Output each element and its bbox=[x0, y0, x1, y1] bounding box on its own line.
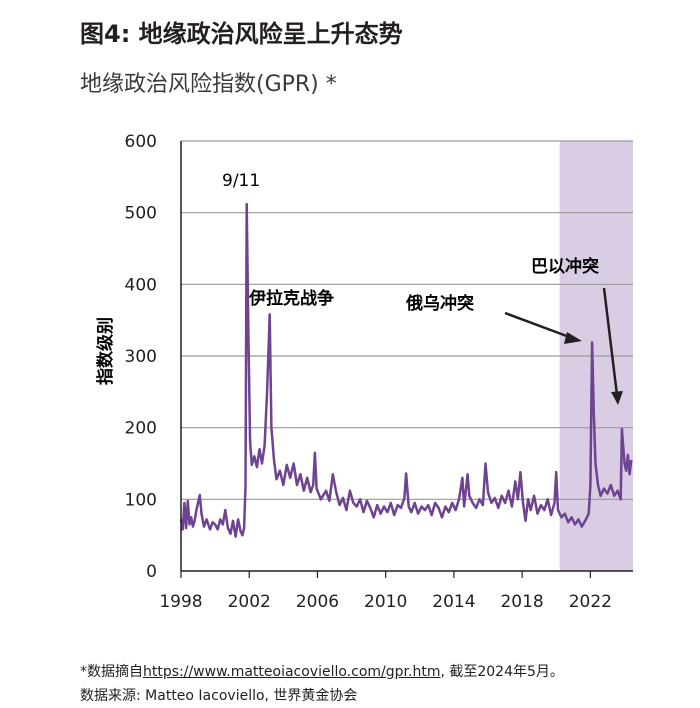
gpr-line-chart: 0 100 200 300 400 500 600 1998 2002 2006 2010 2014… bbox=[95, 132, 633, 612]
x-tick-label-2010: 2010 bbox=[364, 592, 407, 612]
gpr-series-line bbox=[179, 202, 633, 538]
y-tick-label-0: 0 bbox=[146, 562, 157, 582]
data-source: 数据来源: Matteo Iacoviello, 世界黄金协会 bbox=[80, 688, 358, 704]
x-tick-label-2014: 2014 bbox=[432, 592, 475, 612]
x-ticks: 1998 2002 2006 2010 2014 2018 2022 bbox=[159, 571, 612, 612]
x-tick-label-2022: 2022 bbox=[569, 592, 612, 612]
x-tick-label-2002: 2002 bbox=[228, 592, 271, 612]
x-tick-label-2006: 2006 bbox=[296, 592, 339, 612]
x-tick-label-1998: 1998 bbox=[159, 592, 202, 612]
arrow-israel-palestine bbox=[602, 287, 623, 405]
footnote-prefix: *数据摘自 bbox=[80, 664, 143, 680]
chart-title: 图4: 地缘政治风险呈上升态势 bbox=[80, 20, 403, 48]
annotation-iraq-war: 伊拉克战争 bbox=[248, 288, 334, 309]
y-tick-label-200: 200 bbox=[125, 419, 157, 439]
y-tick-label-400: 400 bbox=[125, 275, 157, 295]
y-tick-label-100: 100 bbox=[125, 490, 157, 510]
arrow-russia-ukraine bbox=[504, 311, 582, 344]
annotation-russia-ukraine: 俄乌冲突 bbox=[405, 293, 474, 314]
annotation-israel-palestine: 巴以冲突 bbox=[531, 256, 599, 277]
y-tick-label-500: 500 bbox=[125, 204, 157, 224]
y-tick-label-600: 600 bbox=[125, 132, 157, 152]
chart-subtitle: 地缘政治风险指数(GPR) * bbox=[80, 72, 337, 97]
y-axis-label: 指数级别 bbox=[95, 317, 116, 385]
x-tick-label-2018: 2018 bbox=[500, 592, 543, 612]
annotation-911: 9/11 bbox=[222, 171, 260, 191]
y-tick-labels: 0 100 200 300 400 500 600 bbox=[125, 132, 157, 582]
footnote: *数据摘自https://www.matteoiacoviello.com/gp… bbox=[80, 661, 564, 681]
source-link[interactable]: https://www.matteoiacoviello.com/gpr.htm bbox=[143, 664, 441, 680]
footnote-suffix: , 截至2024年5月。 bbox=[440, 664, 564, 680]
y-tick-label-300: 300 bbox=[125, 347, 157, 367]
